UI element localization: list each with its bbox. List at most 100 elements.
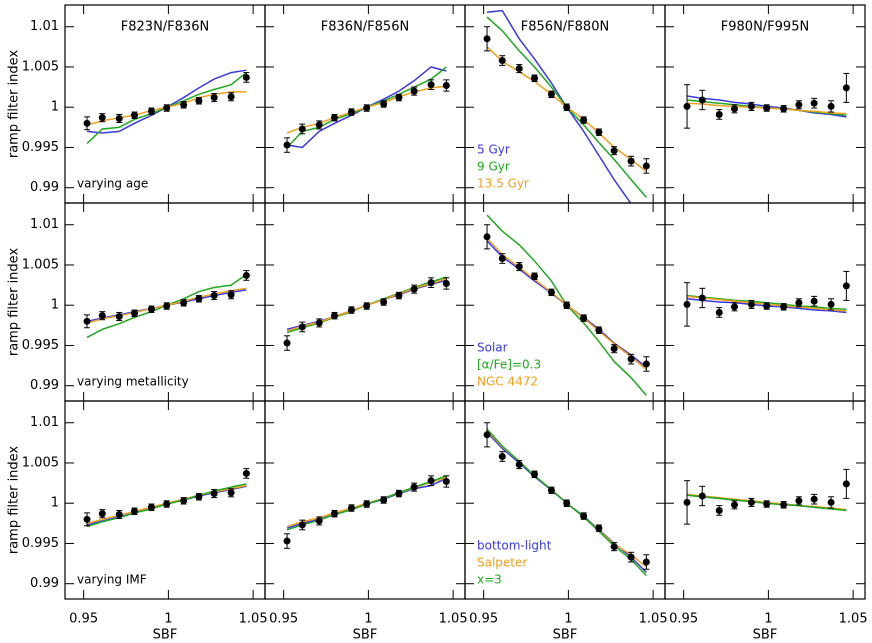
data-point: [515, 65, 523, 73]
data-point: [730, 501, 738, 509]
data-point: [163, 104, 171, 112]
y-tick-label: 0.99: [30, 180, 59, 195]
panel: [664, 202, 866, 402]
data-point: [180, 497, 188, 505]
data-point: [427, 81, 435, 89]
data-point: [810, 495, 818, 503]
data-point: [580, 116, 588, 124]
x-tick-label: 1: [764, 612, 772, 627]
data-point: [195, 97, 203, 105]
panel: 0.95 1 1.05 SBF bottom-light Salpeter x=3: [464, 400, 668, 643]
data-point: [98, 312, 106, 320]
data-point: [747, 300, 755, 308]
data-point: [827, 102, 835, 110]
data-point: [747, 498, 755, 506]
data-point: [810, 297, 818, 305]
data-point: [315, 517, 323, 525]
legend-entry: 9 Gyr: [477, 160, 510, 174]
data-point: [227, 489, 235, 497]
data-point: [242, 469, 250, 477]
x-tick-label: 1: [364, 612, 372, 627]
legend-entry: x=3: [477, 573, 502, 587]
data-point: [410, 483, 418, 491]
data-point: [730, 303, 738, 311]
panel-frame: [264, 400, 466, 600]
data-point: [683, 300, 691, 308]
data-point: [683, 498, 691, 506]
data-point: [363, 500, 371, 508]
data-point: [595, 128, 603, 136]
plot-area: [83, 69, 250, 144]
data-point: [283, 537, 291, 545]
data-point: [83, 515, 91, 523]
data-point: [795, 299, 803, 307]
data-point: [563, 301, 571, 309]
plot-area: [683, 72, 850, 129]
y-tick-label: 1: [51, 496, 59, 511]
data-point: [547, 90, 555, 98]
data-point: [642, 360, 650, 368]
x-tick-label: 1: [564, 612, 572, 627]
panel: F980N/F995N: [664, 4, 866, 204]
data-point: [642, 162, 650, 170]
y-tick-label: 1.01: [30, 19, 59, 34]
data-point: [115, 510, 123, 518]
data-point: [547, 288, 555, 296]
data-point: [763, 500, 771, 508]
data-point: [395, 292, 403, 300]
data-point: [130, 309, 138, 317]
y-tick-label: 1.005: [22, 59, 59, 74]
x-tick-label: 1.05: [239, 612, 268, 627]
data-point: [330, 312, 338, 320]
y-axis-label: ramp filter index: [7, 248, 22, 357]
data-point: [210, 292, 218, 300]
x-axis-label: SBF: [153, 628, 178, 643]
data-point: [242, 73, 250, 81]
data-point: [627, 157, 635, 165]
data-point: [483, 35, 491, 43]
y-axis-label: ramp filter index: [7, 50, 22, 159]
x-tick-label: 0.95: [269, 612, 298, 627]
data-point: [715, 506, 723, 514]
data-point: [163, 500, 171, 508]
data-point: [330, 510, 338, 518]
data-point: [363, 104, 371, 112]
x-tick-label: 1.05: [439, 612, 468, 627]
data-point: [715, 110, 723, 118]
data-point: [298, 323, 306, 331]
data-point: [610, 147, 618, 155]
data-point: [147, 305, 155, 313]
data-point: [530, 74, 538, 82]
panel-frame: [64, 4, 266, 204]
x-tick-label: 0.95: [669, 612, 698, 627]
y-tick-label: 1.01: [30, 415, 59, 430]
data-point: [115, 312, 123, 320]
x-axis-label: SBF: [353, 628, 378, 643]
plot-area: [683, 468, 850, 525]
annotation: varying metallicity: [77, 375, 189, 389]
x-tick-label: 1.05: [639, 612, 668, 627]
data-point: [227, 291, 235, 299]
data-point: [563, 499, 571, 507]
panel: 0.95 1 1.05 SBF: [264, 400, 468, 643]
data-point: [163, 302, 171, 310]
data-point: [395, 94, 403, 102]
legend-entry: 13.5 Gyr: [477, 177, 529, 191]
data-point: [380, 496, 388, 504]
data-point: [842, 282, 850, 290]
x-axis-label: SBF: [553, 628, 578, 643]
data-point: [427, 477, 435, 485]
data-point: [363, 302, 371, 310]
data-point: [380, 298, 388, 306]
data-point: [515, 263, 523, 271]
annotation: varying IMF: [77, 573, 147, 587]
data-point: [827, 498, 835, 506]
legend-entry: [α/Fe]=0.3: [477, 358, 541, 372]
plot-area: [683, 270, 850, 327]
legend-entry: NGC 4472: [477, 375, 538, 389]
panel-title: F980N/F995N: [721, 20, 809, 35]
data-point: [498, 453, 506, 461]
data-point: [842, 84, 850, 92]
panel-title: F836N/F856N: [321, 20, 409, 35]
data-point: [642, 558, 650, 566]
